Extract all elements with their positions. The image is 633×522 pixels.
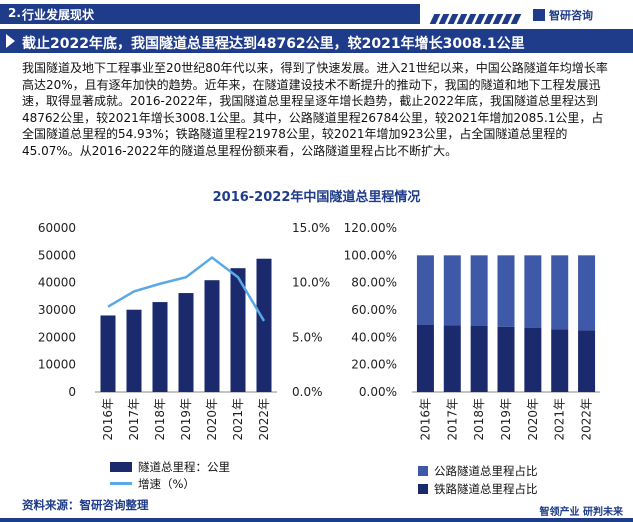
left-y-tick-label: 20000 [38, 330, 76, 344]
legend-line-swatch [110, 482, 132, 485]
intro-paragraph: 我国隧道及地下工程事业至20世纪80年代以来，得到了快速发展。进入21世纪以来，… [22, 61, 608, 158]
legend-highway-label: 公路隧道总里程占比 [434, 464, 538, 478]
mileage-bar [100, 315, 116, 392]
share-x-tick-label: 2019年 [499, 398, 513, 441]
right-y-tick-label: 5.0% [292, 330, 323, 344]
share-x-tick-label: 2020年 [526, 398, 540, 441]
railway-share-bar [578, 330, 596, 392]
share-y-tick-label: 0.00% [359, 385, 397, 399]
highway-share-bar [443, 255, 461, 326]
growth-line [107, 255, 266, 322]
left-x-tick-label: 2018年 [153, 398, 167, 441]
section-number: 2. [8, 6, 21, 20]
chart-title: 2016-2022年中国隧道总里程情况 [212, 190, 421, 205]
share-y-tick-label: 100.00% [344, 248, 397, 262]
mileage-bar [230, 268, 246, 392]
legend-bar-label: 隧道总里程：公里 [138, 460, 230, 474]
bottom-rule [0, 518, 633, 522]
legend-bar-swatch [110, 462, 132, 472]
left-y-tick-label: 0 [68, 385, 76, 399]
logo-text: 智研咨询 [549, 9, 593, 22]
left-y-tick-label: 10000 [38, 358, 76, 372]
left-y-tick-label: 60000 [38, 221, 76, 235]
legend-highway-swatch [418, 466, 428, 476]
railway-share-bar [416, 324, 434, 392]
left-x-tick-label: 2019年 [179, 398, 193, 441]
highway-share-bar [551, 255, 569, 330]
left-x-tick-label: 2020年 [205, 398, 219, 441]
section-band [0, 4, 420, 24]
railway-share-bar [497, 326, 515, 392]
legend-bar-item: 隧道总里程：公里 [110, 459, 230, 475]
share-x-tick-label: 2018年 [472, 398, 486, 441]
share-y-tick-label: 60.00% [351, 303, 397, 317]
highway-share-bar [578, 255, 596, 331]
legend-line-label: 增速（%） [138, 477, 195, 491]
share-x-tick-label: 2017年 [445, 398, 459, 441]
arrow-icon [6, 34, 15, 48]
left-y-tick-label: 50000 [38, 248, 76, 262]
section-title: 行业发展现状 [22, 8, 95, 22]
brand-logo: 智研咨询 [533, 7, 593, 23]
railway-share-bar [551, 329, 569, 392]
source-note: 资料来源：智研咨询整理 [22, 498, 149, 512]
share-y-tick-label: 20.00% [351, 358, 397, 372]
share-x-tick-label: 2016年 [418, 398, 432, 441]
share-y-tick-label: 40.00% [351, 330, 397, 344]
railway-share-bar [524, 327, 542, 392]
legend-highway-item: 公路隧道总里程占比 [418, 463, 538, 479]
mileage-bar [204, 280, 220, 392]
legend-railway-swatch [418, 484, 428, 494]
highway-share-bar [497, 255, 515, 327]
mileage-bar [178, 293, 194, 392]
share-x-tick-label: 2021年 [553, 398, 567, 441]
headline-banner: 截止2022年底，我国隧道总里程达到48762公里，较2021年增长3008.1… [0, 29, 633, 53]
top-bar: 2. 行业发展现状 智研咨询 [0, 0, 633, 28]
share-x-tick-label: 2022年 [580, 398, 594, 441]
left-x-tick-label: 2016年 [101, 398, 115, 441]
mileage-bar [126, 309, 142, 392]
left-y-tick-label: 30000 [38, 303, 76, 317]
right-y-tick-label: 10.0% [292, 276, 330, 290]
share-y-tick-label: 80.00% [351, 276, 397, 290]
legend-line-item: 增速（%） [110, 476, 195, 492]
logo-icon [533, 9, 545, 21]
left-x-tick-label: 2017年 [127, 398, 141, 441]
left-y-tick-label: 40000 [38, 276, 76, 290]
mileage-bar [152, 302, 168, 392]
highway-share-bar [416, 255, 434, 325]
left-x-tick-label: 2021年 [231, 398, 245, 441]
highway-share-bar [470, 255, 488, 326]
right-y-tick-label: 0.0% [292, 385, 323, 399]
mileage-bar [256, 258, 272, 392]
railway-share-bar [443, 325, 461, 392]
share-y-tick-label: 120.00% [344, 221, 397, 235]
slogan: 智领产业 研判未来 [539, 507, 623, 518]
legend-railway-item: 铁路隧道总里程占比 [418, 481, 538, 497]
highway-share-bar [524, 255, 542, 328]
headline-text: 截止2022年底，我国隧道总里程达到48762公里，较2021年增长3008.1… [22, 36, 525, 52]
railway-share-bar [470, 325, 488, 392]
legend-railway-label: 铁路隧道总里程占比 [434, 482, 538, 496]
left-x-tick-label: 2022年 [257, 398, 271, 441]
right-y-tick-label: 15.0% [292, 221, 330, 235]
